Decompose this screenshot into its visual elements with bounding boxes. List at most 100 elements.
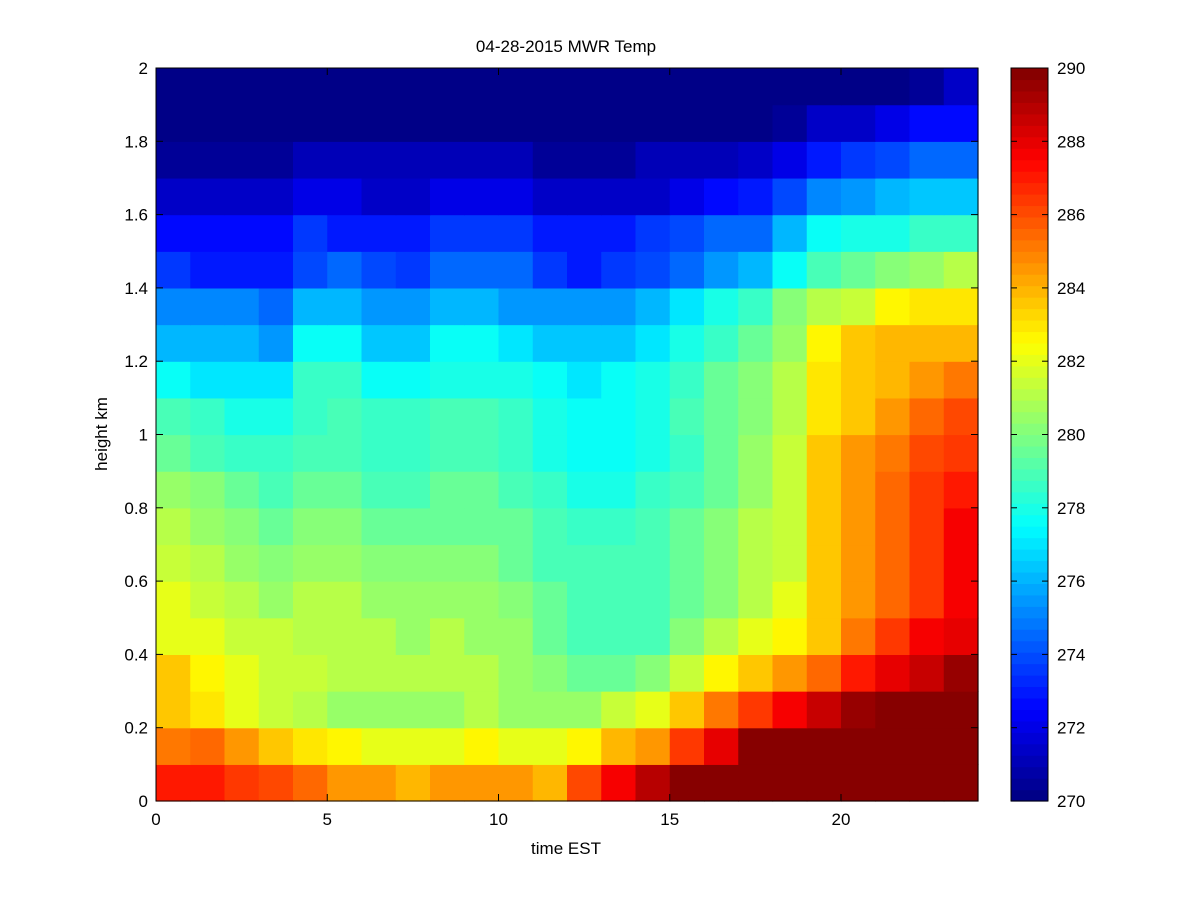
heatmap-cell — [601, 727, 637, 765]
heatmap-cell — [567, 507, 602, 546]
heatmap-cell — [224, 361, 260, 399]
heatmap-cell — [875, 141, 911, 179]
heatmap-cell — [704, 434, 739, 472]
y-tick-label: 0.2 — [124, 719, 148, 738]
heatmap-cell — [841, 471, 876, 509]
heatmap-cell — [430, 544, 465, 582]
heatmap-cell — [635, 287, 671, 326]
heatmap-cell — [567, 691, 602, 729]
heatmap-cell — [258, 251, 294, 289]
heatmap-cell — [190, 104, 226, 142]
heatmap-cell — [498, 214, 534, 252]
heatmap-cell — [806, 287, 842, 326]
heatmap-cell — [772, 764, 808, 802]
heatmap-cell — [909, 727, 945, 765]
heatmap-cell — [601, 691, 637, 729]
heatmap-cell — [601, 68, 637, 106]
colorbar-swatch — [1011, 262, 1048, 275]
heatmap-cell — [669, 434, 705, 472]
heatmap-cell — [156, 581, 191, 619]
heatmap-cell — [943, 617, 979, 655]
heatmap-cell — [704, 471, 739, 509]
colorbar-swatch — [1011, 228, 1048, 241]
heatmap-cell — [738, 471, 774, 509]
colorbar-tick-label: 288 — [1057, 132, 1085, 151]
heatmap-cell — [361, 727, 397, 765]
colorbar-swatch — [1011, 331, 1048, 344]
colorbar-tick-label: 280 — [1057, 426, 1085, 445]
heatmap-cell — [190, 141, 226, 179]
colorbar-swatch — [1011, 136, 1048, 149]
heatmap-cell — [190, 287, 226, 326]
heatmap-cell — [601, 617, 637, 655]
heatmap-cell — [224, 214, 260, 252]
heatmap-cell — [361, 68, 397, 106]
heatmap-cell — [156, 544, 191, 582]
colorbar: 270 272 274 276 278 280 282 284 286 288 290 — [1010, 59, 1085, 811]
heatmap-cell — [704, 68, 739, 106]
heatmap-cell — [772, 68, 808, 106]
heatmap-cell — [909, 68, 945, 106]
colorbar-swatch — [1011, 514, 1048, 527]
heatmap-cell — [738, 507, 774, 546]
colorbar-swatch — [1011, 675, 1048, 688]
heatmap-cell — [806, 764, 842, 802]
heatmap-cell — [806, 691, 842, 729]
heatmap-cell — [224, 287, 260, 326]
heatmap-cell — [806, 251, 842, 289]
heatmap-cell — [567, 654, 602, 692]
heatmap-cell — [806, 361, 842, 399]
heatmap-cell — [532, 104, 568, 142]
heatmap-cell — [909, 324, 945, 362]
colorbar-swatch — [1011, 285, 1048, 298]
heatmap-cell — [156, 691, 191, 729]
heatmap-cell — [567, 324, 602, 362]
heatmap-cell — [156, 654, 191, 692]
heatmap-cell — [704, 581, 739, 619]
heatmap-cell — [293, 581, 328, 619]
heatmap-cell — [943, 544, 979, 582]
heatmap-cells — [156, 68, 979, 802]
heatmap-cell — [395, 544, 431, 582]
heatmap-cell — [635, 434, 671, 472]
heatmap-cell — [635, 397, 671, 436]
colorbar-swatch — [1011, 732, 1048, 745]
heatmap-cell — [327, 727, 363, 765]
colorbar-swatch — [1011, 549, 1048, 562]
colorbar-swatch — [1011, 388, 1048, 401]
heatmap-cell — [327, 104, 363, 142]
heatmap-cell — [293, 177, 328, 216]
heatmap-cell — [395, 654, 431, 692]
heatmap-cell — [738, 214, 774, 252]
heatmap-cell — [532, 141, 568, 179]
heatmap-cell — [875, 544, 911, 582]
heatmap-cell — [806, 617, 842, 655]
heatmap-cell — [430, 287, 465, 326]
heatmap-cell — [943, 434, 979, 472]
colorbar-swatch — [1011, 594, 1048, 607]
heatmap-cell — [190, 581, 226, 619]
heatmap-cell — [156, 764, 191, 802]
heatmap-cell — [943, 581, 979, 619]
colorbar-swatch — [1011, 480, 1048, 493]
heatmap-cell — [258, 434, 294, 472]
heatmap-cell — [635, 764, 671, 802]
colorbar-swatch — [1011, 400, 1048, 413]
heatmap-cell — [224, 434, 260, 472]
heatmap-cell — [293, 691, 328, 729]
heatmap-cell — [532, 617, 568, 655]
heatmap-cell — [806, 434, 842, 472]
colorbar-swatch — [1011, 778, 1048, 791]
heatmap-cell — [293, 68, 328, 106]
heatmap-cell — [430, 471, 465, 509]
heatmap-cell — [909, 177, 945, 216]
colorbar-swatch — [1011, 239, 1048, 252]
heatmap-cell — [464, 68, 500, 106]
colorbar-tick-label: 270 — [1057, 792, 1085, 811]
heatmap-cell — [875, 727, 911, 765]
y-tick-label: 0.6 — [124, 572, 148, 591]
heatmap-cell — [258, 691, 294, 729]
heatmap-cell — [772, 544, 808, 582]
heatmap-cell — [156, 434, 191, 472]
heatmap-cell — [498, 654, 534, 692]
